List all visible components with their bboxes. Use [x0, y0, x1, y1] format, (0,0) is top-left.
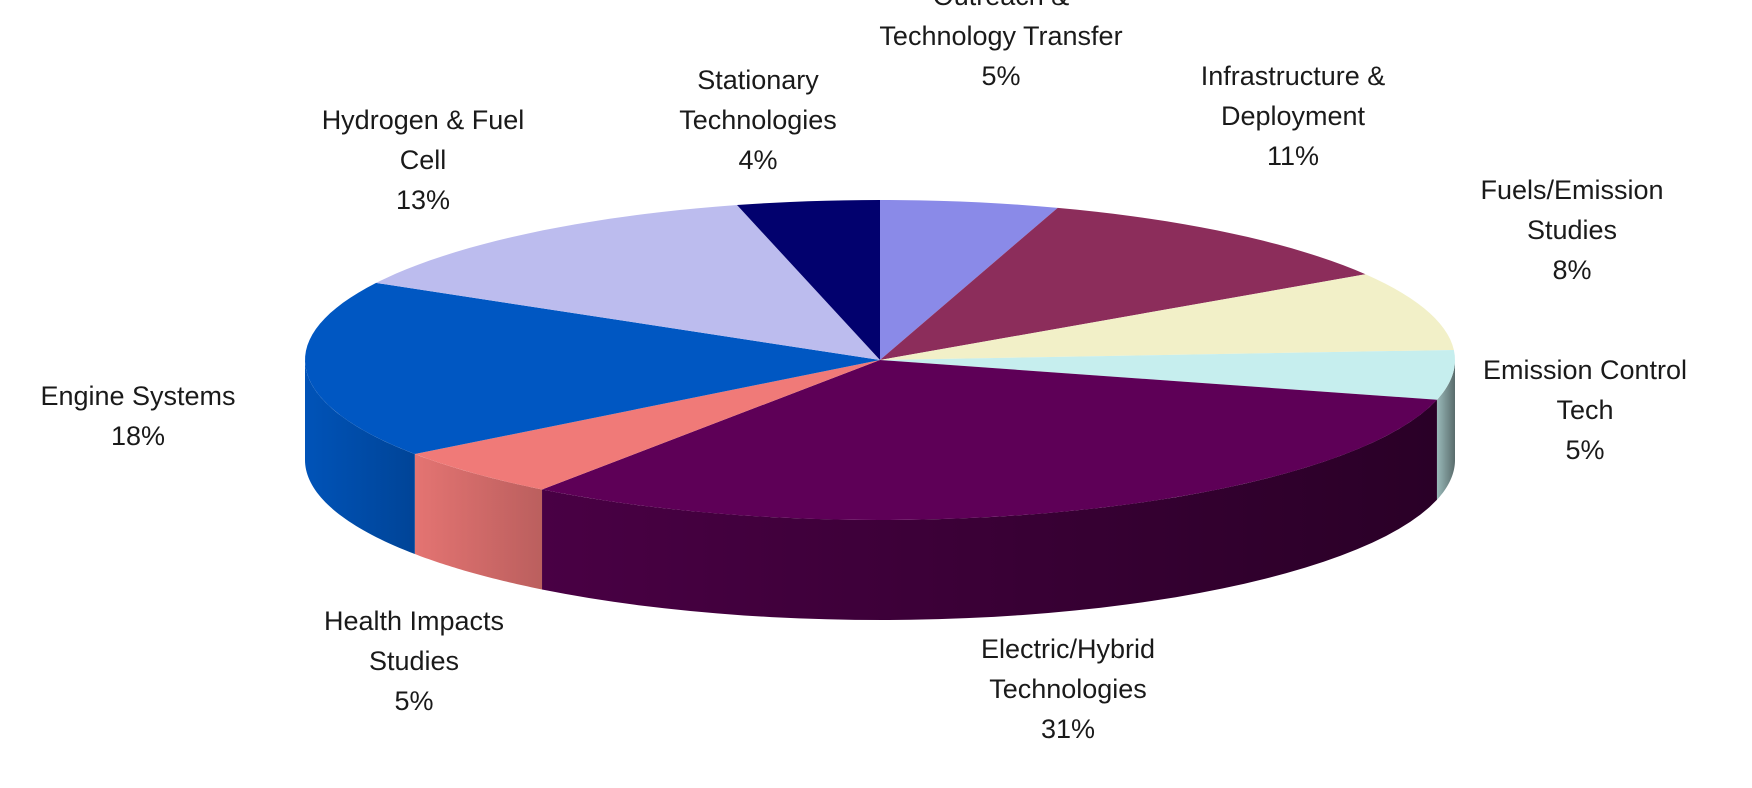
pie-slice-engine-systems: [305, 282, 880, 455]
slice-label-electric-hybrid-technologies: Electric/Hybrid Technologies 31%: [981, 634, 1155, 744]
slice-name-label: Technology Transfer: [879, 21, 1122, 51]
slice-label-infrastructure-deployment: Infrastructure & Deployment 11%: [1201, 61, 1386, 171]
slice-name-label: Fuels/Emission: [1480, 175, 1663, 205]
slice-name-label: Electric/Hybrid: [981, 634, 1155, 664]
pie-slice-emission-control-tech: [880, 349, 1455, 400]
slice-label-hydrogen-fuel-cell: Hydrogen & Fuel Cell 13%: [322, 105, 525, 215]
pie-sides: [305, 360, 1455, 620]
slice-value-label: 18%: [111, 421, 165, 451]
slice-name-label: Emission Control: [1483, 355, 1687, 385]
slice-label-engine-systems: Engine Systems 18%: [40, 381, 235, 451]
slice-label-fuels-emission-studies: Fuels/Emission Studies 8%: [1480, 175, 1663, 285]
slice-value-label: 4%: [738, 145, 777, 175]
slice-name-label: Hydrogen & Fuel: [322, 105, 525, 135]
slice-name-label: Studies: [369, 646, 459, 676]
slice-value-label: 11%: [1267, 141, 1319, 171]
pie-side-engine-systems: [305, 360, 415, 555]
slice-label-health-impacts-studies: Health Impacts Studies 5%: [324, 606, 504, 716]
slice-value-label: 5%: [394, 686, 433, 716]
slice-name-label: Cell: [400, 145, 447, 175]
pie-slice-electric-hybrid-technologies: [542, 360, 1437, 520]
pie-tops: [305, 200, 1455, 520]
slice-name-label: Health Impacts: [324, 606, 504, 636]
pie-side-health-impacts-studies: [414, 454, 543, 590]
pie-slice-fuels-emission-studies: [880, 274, 1454, 360]
slice-name-label: Technologies: [679, 105, 837, 135]
pie-slice-health-impacts-studies: [414, 360, 880, 490]
slice-value-label: 31%: [1041, 714, 1095, 744]
pie-slice-stationary-technologies: [737, 200, 880, 360]
pie-slice-infrastructure-deployment: [880, 207, 1366, 360]
slice-name-label: Studies: [1527, 215, 1617, 245]
slice-name-label: Tech: [1556, 395, 1613, 425]
slice-name-label: Deployment: [1221, 101, 1366, 131]
slice-value-label: 8%: [1552, 255, 1591, 285]
slice-value-label: 13%: [396, 185, 450, 215]
slice-name-label: Outreach &: [933, 0, 1070, 11]
slice-name-label: Infrastructure &: [1201, 61, 1386, 91]
slice-label-outreach-technology-transfer: Outreach & Technology Transfer 5%: [879, 0, 1122, 91]
slice-name-label: Technologies: [989, 674, 1147, 704]
slice-label-stationary-technologies: Stationary Technologies 4%: [679, 65, 837, 175]
slice-value-label: 5%: [981, 61, 1020, 91]
slice-value-label: 5%: [1565, 435, 1604, 465]
pie-side-electric-hybrid-technologies: [542, 399, 1437, 620]
pie-labels: Outreach & Technology Transfer 5% Infrastru…: [40, 0, 1687, 744]
slice-name-label: Stationary: [697, 65, 819, 95]
slice-label-emission-control-tech: Emission Control Tech 5%: [1483, 355, 1687, 465]
slice-name-label: Engine Systems: [40, 381, 235, 411]
pie-slice-hydrogen-fuel-cell: [376, 205, 880, 360]
pie-slice-outreach-technology-transfer: [880, 200, 1058, 360]
pie-side-emission-control-tech: [1436, 360, 1455, 500]
